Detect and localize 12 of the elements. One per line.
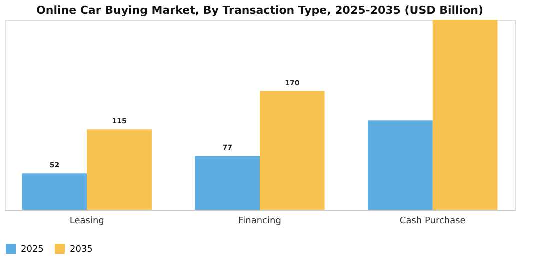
legend-label: 2035 xyxy=(70,245,93,255)
x-tick-label: Leasing xyxy=(70,216,104,226)
bar xyxy=(22,174,88,210)
bar xyxy=(432,20,498,210)
x-tick-label: Cash Purchase xyxy=(400,216,466,226)
chart-title: Online Car Buying Market, By Transaction Type, 2025-2035 (USD Billion) xyxy=(36,4,484,17)
bar xyxy=(195,156,260,210)
bar xyxy=(87,130,152,210)
x-tick-label: Financing xyxy=(238,216,282,226)
bar xyxy=(260,91,325,210)
legend-label: 2025 xyxy=(21,245,44,255)
bar xyxy=(368,120,433,210)
